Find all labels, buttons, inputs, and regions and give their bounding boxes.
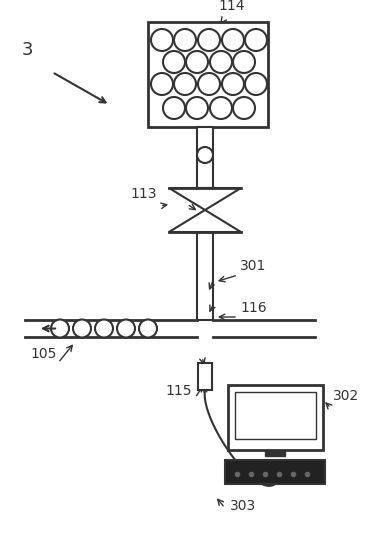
Bar (228, 385, 323, 450)
Text: 3: 3 (22, 41, 34, 59)
Text: 116: 116 (240, 301, 267, 315)
Circle shape (233, 51, 255, 73)
Circle shape (151, 73, 173, 95)
Bar (197, 232, 213, 320)
Circle shape (197, 147, 213, 163)
Circle shape (198, 29, 220, 51)
Circle shape (245, 29, 267, 51)
Bar (225, 460, 325, 484)
Text: 113: 113 (130, 187, 156, 201)
Circle shape (222, 73, 244, 95)
Polygon shape (169, 188, 241, 210)
Circle shape (174, 29, 196, 51)
Bar (198, 363, 212, 390)
Text: 303: 303 (230, 499, 256, 513)
Circle shape (222, 29, 244, 51)
Bar (265, 450, 285, 456)
Text: 302: 302 (333, 389, 359, 403)
Circle shape (73, 319, 91, 338)
Circle shape (174, 73, 196, 95)
Circle shape (139, 319, 157, 338)
Circle shape (117, 319, 135, 338)
Polygon shape (169, 210, 241, 232)
Circle shape (186, 51, 208, 73)
Circle shape (245, 73, 267, 95)
Circle shape (95, 319, 113, 338)
Text: 114: 114 (218, 0, 245, 13)
Circle shape (233, 97, 255, 119)
Circle shape (51, 319, 69, 338)
Circle shape (163, 97, 185, 119)
Circle shape (198, 73, 220, 95)
Circle shape (210, 97, 232, 119)
Bar (148, 22, 268, 127)
Circle shape (151, 29, 173, 51)
Text: 301: 301 (240, 259, 266, 273)
Bar (197, 127, 213, 188)
Text: 105: 105 (30, 347, 57, 361)
Bar (235, 392, 316, 439)
Text: 115: 115 (165, 384, 191, 398)
Circle shape (163, 51, 185, 73)
Circle shape (210, 51, 232, 73)
Circle shape (186, 97, 208, 119)
